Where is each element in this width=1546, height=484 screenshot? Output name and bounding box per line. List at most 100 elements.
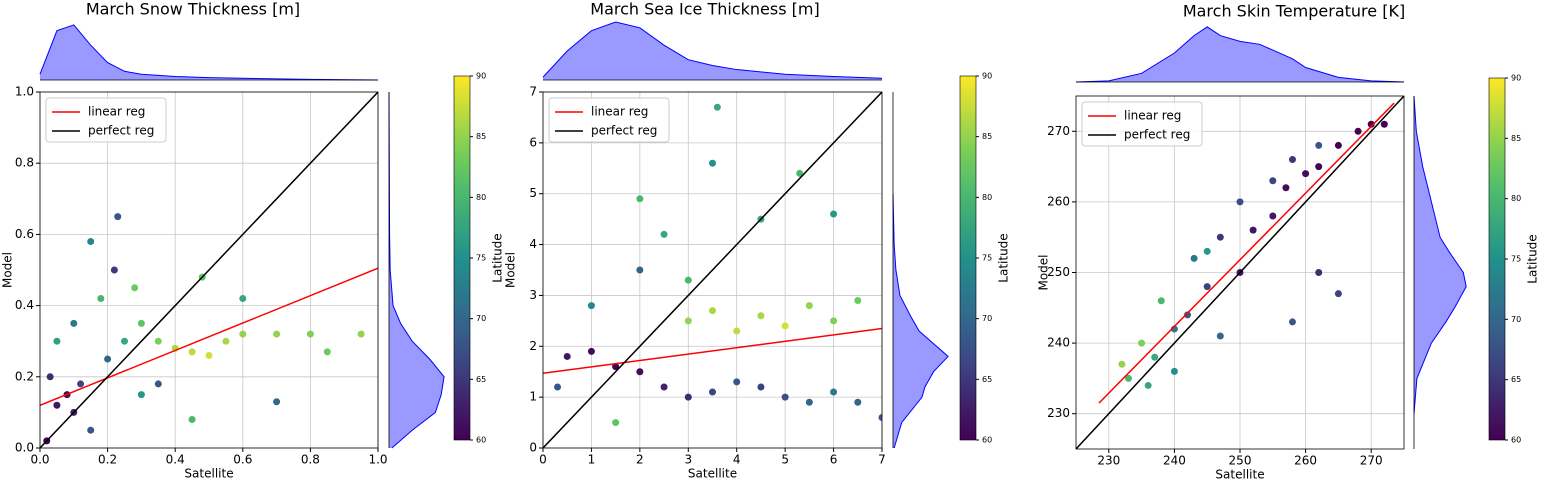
scatter-point bbox=[1288, 318, 1296, 326]
scatter-point bbox=[757, 312, 765, 320]
colorbar-tick-label: 60 bbox=[1511, 436, 1521, 445]
x-tick-label: 5 bbox=[781, 453, 789, 467]
scatter-point bbox=[1354, 127, 1362, 135]
scatter-point bbox=[1380, 120, 1388, 128]
x-tick-label: 0.6 bbox=[233, 453, 252, 467]
marginal-curve bbox=[892, 193, 949, 449]
scatter-point bbox=[87, 238, 95, 246]
scatter-point bbox=[854, 398, 862, 406]
colorbar-tick-label: 75 bbox=[1511, 255, 1521, 264]
scatter-point bbox=[709, 388, 716, 396]
scatter-point bbox=[87, 426, 95, 434]
scatter-point bbox=[121, 337, 128, 345]
scatter-point bbox=[154, 337, 162, 345]
y-tick-label: 7 bbox=[529, 85, 537, 99]
scatter-point bbox=[1282, 184, 1290, 192]
scatter-point bbox=[612, 363, 620, 371]
scatter-point bbox=[239, 294, 247, 302]
colorbar-tick-label: 90 bbox=[476, 72, 486, 81]
scatter-point bbox=[53, 337, 61, 345]
scatter-point bbox=[104, 355, 112, 363]
x-tick-label: 0.0 bbox=[30, 453, 49, 467]
legend-label: linear reg bbox=[1124, 109, 1181, 123]
y-tick-label: 0.0 bbox=[15, 441, 34, 455]
y-tick-label: 0 bbox=[529, 441, 537, 455]
legend-label: linear reg bbox=[591, 105, 648, 119]
scatter-point bbox=[131, 284, 139, 292]
axes-frame bbox=[1075, 95, 1405, 450]
y-tick-label: 0.6 bbox=[15, 227, 34, 241]
y-tick-label: 6 bbox=[529, 135, 537, 149]
x-tick-label: 6 bbox=[830, 453, 838, 467]
scatter-point bbox=[1249, 226, 1257, 234]
colorbar-tick-label: 80 bbox=[982, 193, 992, 202]
scatter-point bbox=[1315, 163, 1323, 171]
legend-label: perfect reg bbox=[591, 124, 657, 138]
scatter-point bbox=[684, 276, 692, 284]
scatter-point bbox=[684, 317, 692, 325]
scatter-point bbox=[239, 330, 247, 338]
colorbar-tick-label: 80 bbox=[1511, 194, 1521, 203]
legend-label: perfect reg bbox=[88, 124, 154, 138]
x-tick-label: 2 bbox=[636, 453, 644, 467]
colorbar-tick-label: 60 bbox=[982, 436, 992, 445]
colorbar-tick-label: 80 bbox=[476, 193, 486, 202]
scatter-point bbox=[1203, 283, 1211, 291]
scatter-point bbox=[110, 266, 118, 274]
chart-title: March Skin Temperature [K] bbox=[1183, 2, 1405, 21]
scatter-point bbox=[830, 388, 838, 396]
scatter-point bbox=[1216, 233, 1224, 241]
colorbar bbox=[1488, 77, 1506, 441]
y-tick-label: 5 bbox=[529, 186, 537, 200]
marginal-curve bbox=[1075, 26, 1405, 83]
scatter-point bbox=[612, 419, 620, 427]
scatter-point bbox=[1315, 141, 1323, 149]
x-tick-label: 0.4 bbox=[166, 453, 185, 467]
scatter-point bbox=[781, 322, 789, 330]
scatter-point bbox=[636, 266, 644, 274]
x-tick-label: 240 bbox=[1163, 454, 1186, 468]
colorbar-tick-label: 90 bbox=[982, 72, 992, 81]
y-tick-label: 1 bbox=[529, 390, 537, 404]
marginal-fill bbox=[40, 24, 378, 80]
x-tick-label: 7 bbox=[878, 453, 886, 467]
scatter-point bbox=[70, 319, 78, 327]
scatter-point bbox=[1334, 141, 1342, 149]
scatter-point bbox=[830, 317, 838, 325]
scatter-point bbox=[1288, 156, 1296, 164]
x-axis-label: Satellite bbox=[184, 467, 233, 481]
scatter-point bbox=[587, 347, 595, 355]
regression-line bbox=[40, 92, 378, 448]
marginal-fill bbox=[1076, 26, 1404, 82]
scatter-point bbox=[854, 297, 862, 305]
y-tick-label: 250 bbox=[1047, 265, 1070, 279]
y-axis-label: Model bbox=[1, 252, 15, 288]
marginal-fill bbox=[389, 92, 445, 448]
y-tick-label: 3 bbox=[529, 288, 537, 302]
scatter-point bbox=[154, 380, 162, 388]
y-tick-label: 260 bbox=[1047, 194, 1070, 208]
scatter-point bbox=[830, 210, 838, 218]
scatter-point bbox=[1190, 254, 1198, 262]
colorbar-tick-label: 65 bbox=[1511, 375, 1521, 384]
colorbar-tick-label: 90 bbox=[1511, 74, 1521, 83]
colorbar-tick-label: 85 bbox=[1511, 134, 1521, 143]
colorbar-tick-label: 70 bbox=[982, 314, 992, 323]
y-tick-label: 0.2 bbox=[15, 369, 34, 383]
colorbar-label: Latitude bbox=[491, 233, 505, 282]
y-axis-label: Model bbox=[504, 252, 518, 288]
scatter-point bbox=[805, 302, 813, 310]
scatter-point bbox=[733, 378, 741, 386]
colorbar-tick-label: 65 bbox=[476, 375, 486, 384]
scatter-point bbox=[587, 302, 595, 310]
scatter-point bbox=[188, 348, 196, 356]
axes-frame bbox=[39, 91, 379, 449]
scatter-point bbox=[636, 368, 644, 376]
colorbar-label: Latitude bbox=[997, 233, 1011, 282]
scatter-point bbox=[1269, 177, 1277, 185]
scatter-point bbox=[306, 330, 314, 338]
scatter-point bbox=[205, 351, 213, 359]
scatter-point bbox=[137, 391, 145, 399]
y-tick-label: 4 bbox=[529, 237, 537, 251]
